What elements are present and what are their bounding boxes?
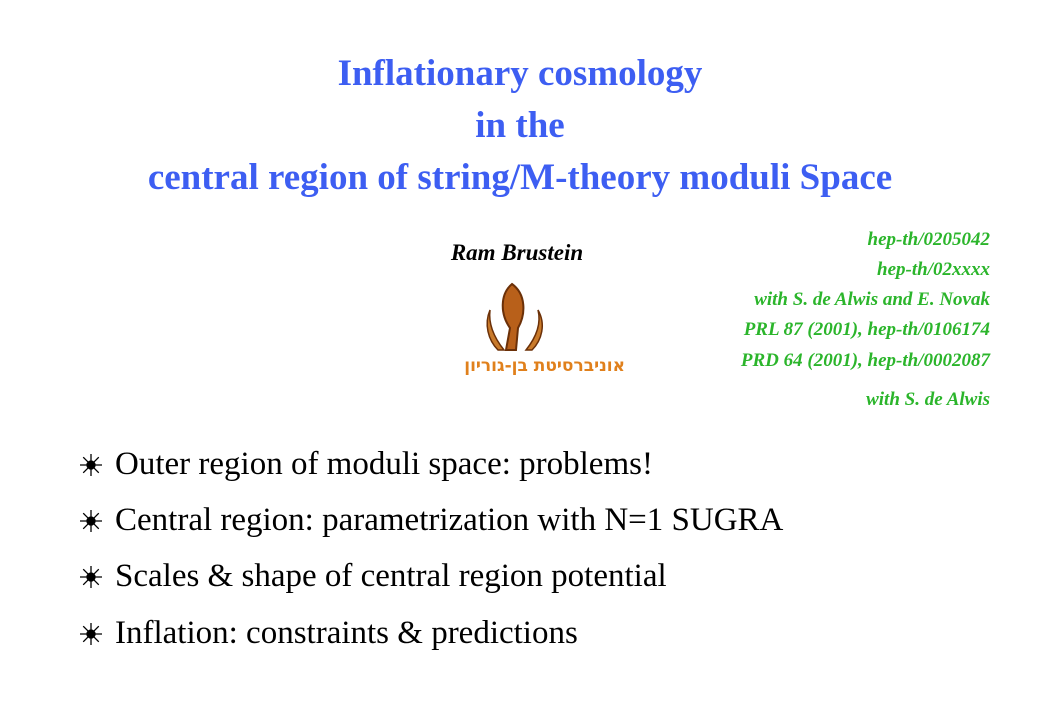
bullet-text: Inflation: constraints & predictions (115, 615, 578, 651)
bullet-icon (80, 566, 102, 588)
title-line: Inflationary cosmology (337, 53, 703, 94)
author: Ram Brustein (450, 240, 584, 265)
reference: with S. de Alwis (866, 389, 990, 410)
bullet-icon (80, 623, 102, 645)
bullet-icon (80, 510, 102, 532)
title-line: central region of string/M-theory moduli… (147, 157, 893, 198)
reference: hep-th/02xxxx (877, 259, 990, 280)
reference: hep-th/0205042 (867, 229, 990, 250)
bullet-text: Outer region of moduli space: problems! (115, 446, 653, 482)
reference: PRL 87 (2001), hep-th/0106174 (743, 319, 990, 340)
logo (486, 282, 544, 351)
bullet-text: Central region: parametrization with N=1… (115, 502, 784, 538)
title-line: in the (475, 105, 565, 146)
university: אוניברסיטת בן-גוריון (464, 356, 625, 376)
reference: PRD 64 (2001), hep-th/0002087 (740, 350, 990, 371)
reference: with S. de Alwis and E. Novak (754, 289, 990, 310)
bullet-text: Scales & shape of central region potenti… (115, 558, 667, 594)
bullet-icon (80, 454, 102, 476)
